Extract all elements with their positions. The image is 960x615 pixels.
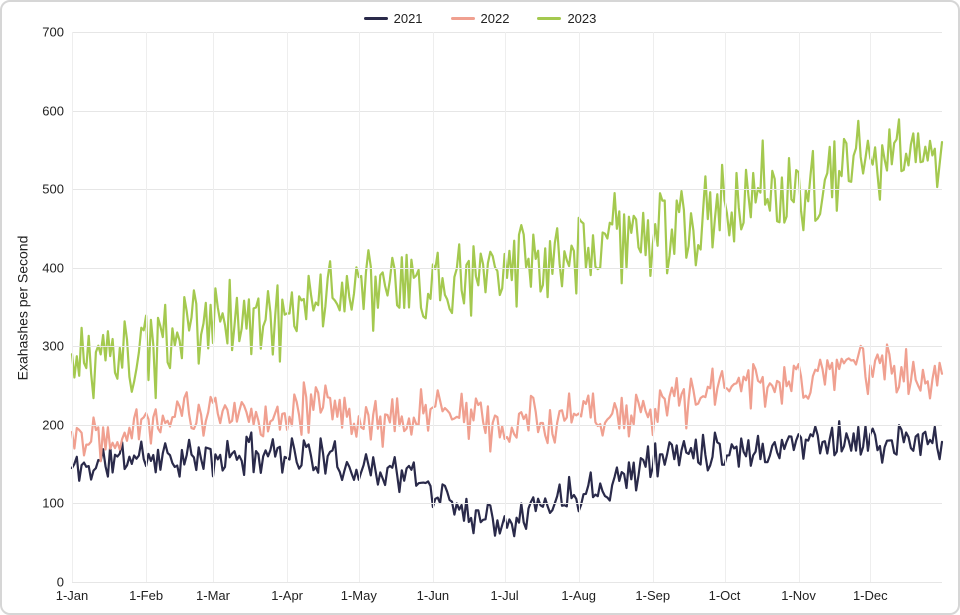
chart-frame: 2021 2022 2023 Exahashes per Second 010020… (0, 0, 960, 615)
x-tick-label: 1-Dec (853, 588, 888, 603)
line-layer (72, 32, 942, 582)
legend-item: 2021 (364, 11, 423, 26)
x-tick-label: 1-May (341, 588, 377, 603)
x-tick-label: 1-Aug (561, 588, 596, 603)
y-tick-label: 300 (42, 339, 64, 354)
x-gridline (359, 32, 360, 582)
series-line (72, 345, 942, 462)
plot-area: 01002003004005006007001-Jan1-Feb1-Mar1-A… (72, 32, 942, 582)
legend-label: 2022 (481, 11, 510, 26)
legend-item: 2023 (537, 11, 596, 26)
x-tick-label: 1-Nov (781, 588, 816, 603)
x-gridline (287, 32, 288, 582)
x-gridline (653, 32, 654, 582)
y-gridline (72, 268, 942, 269)
legend-swatch (364, 17, 388, 20)
y-tick-label: 100 (42, 496, 64, 511)
legend: 2021 2022 2023 (2, 8, 958, 26)
y-gridline (72, 346, 942, 347)
y-tick-label: 400 (42, 260, 64, 275)
x-gridline (433, 32, 434, 582)
y-tick-label: 600 (42, 103, 64, 118)
x-tick-label: 1-Jun (417, 588, 450, 603)
y-tick-label: 500 (42, 182, 64, 197)
y-gridline (72, 111, 942, 112)
legend-swatch (451, 17, 475, 20)
x-gridline (799, 32, 800, 582)
y-tick-label: 700 (42, 25, 64, 40)
legend-label: 2021 (394, 11, 423, 26)
x-tick-label: 1-Apr (271, 588, 303, 603)
x-tick-label: 1-Jan (56, 588, 89, 603)
series-line (72, 119, 942, 398)
y-gridline (72, 582, 942, 583)
x-tick-label: 1-Feb (129, 588, 163, 603)
y-gridline (72, 425, 942, 426)
x-gridline (579, 32, 580, 582)
x-tick-label: 1-Mar (196, 588, 230, 603)
legend-item: 2022 (451, 11, 510, 26)
y-axis-label: Exahashes per Second (14, 235, 30, 380)
x-gridline (213, 32, 214, 582)
y-gridline (72, 189, 942, 190)
x-gridline (72, 32, 73, 582)
x-gridline (725, 32, 726, 582)
y-tick-label: 200 (42, 417, 64, 432)
x-tick-label: 1-Jul (491, 588, 519, 603)
y-gridline (72, 32, 942, 33)
x-tick-label: 1-Oct (709, 588, 741, 603)
x-gridline (146, 32, 147, 582)
y-gridline (72, 503, 942, 504)
legend-label: 2023 (567, 11, 596, 26)
legend-swatch (537, 17, 561, 20)
x-gridline (870, 32, 871, 582)
x-tick-label: 1-Sep (635, 588, 670, 603)
x-gridline (505, 32, 506, 582)
